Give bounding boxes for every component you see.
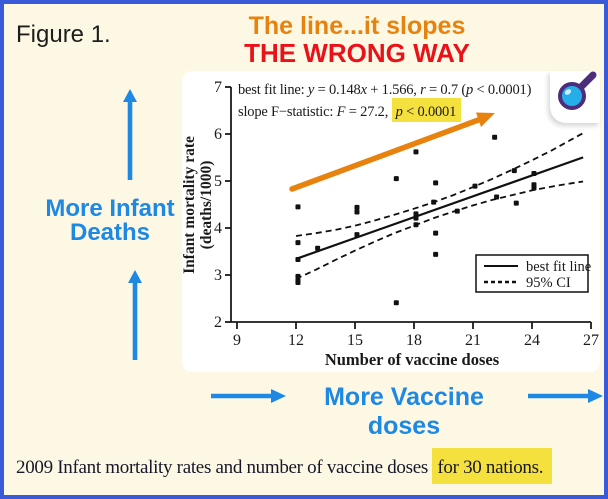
data-point (295, 240, 301, 246)
svg-text:7: 7 (214, 79, 222, 96)
title-line-2: THE WRONG WAY (244, 38, 470, 68)
up-arrow-icon (123, 89, 137, 180)
caption: 2009 Infant mortality rates and number o… (16, 448, 553, 484)
svg-text:2: 2 (214, 314, 222, 331)
data-point (413, 149, 419, 155)
svg-text:12: 12 (288, 332, 304, 349)
data-point (393, 300, 399, 306)
chart-image: 9 12 15 18 21 24 27 2 3 4 5 6 7 best fit line 95% CI Nu… (182, 71, 600, 372)
right-arrow-icon (211, 389, 286, 403)
svg-text:best fit line: best fit line (526, 259, 591, 275)
data-point (531, 170, 537, 176)
data-point (354, 204, 360, 210)
data-point (433, 230, 439, 236)
magnifier-icon (558, 71, 597, 110)
svg-text:95% CI: 95% CI (526, 275, 571, 291)
right-arrow-icon (528, 389, 603, 403)
data-point (413, 215, 419, 221)
data-point (454, 208, 460, 214)
ci-curves (295, 132, 584, 280)
svg-text:24: 24 (524, 332, 540, 349)
stats-highlight: p < 0.0001 (391, 98, 462, 122)
figure-label: Figure 1. (16, 21, 111, 48)
title-line-1: The line...it slopes (248, 12, 466, 40)
stats-line: best fit line: y = 0.148x + 1.566, r = 0… (238, 82, 532, 98)
more-infant-deaths-line2: Deaths (69, 219, 151, 246)
data-point (315, 245, 321, 251)
more-infant-deaths-label: More Infant Deaths (15, 197, 205, 245)
image-zoom-button[interactable] (550, 71, 600, 123)
more-vaccine-doses-label: More Vaccine doses (324, 383, 484, 440)
svg-text:21: 21 (465, 332, 481, 349)
data-point (472, 183, 478, 189)
data-point (295, 256, 301, 262)
stats-line: slope F−statistic: F = 27.2, p < 0.0001 (238, 98, 531, 123)
axes (225, 86, 592, 329)
svg-text:27: 27 (583, 332, 599, 349)
data-point (494, 194, 500, 200)
data-point (413, 211, 419, 217)
tick-labels: 9 12 15 18 21 24 27 2 3 4 5 6 7 (214, 79, 599, 349)
data-point (513, 200, 519, 206)
y-axis-label: Infant mortality rate (182, 136, 198, 274)
up-arrow-icon (128, 270, 142, 360)
svg-text:15: 15 (347, 332, 363, 349)
svg-text:9: 9 (233, 332, 241, 349)
chart-stats-annotation: best fit line: y = 0.148x + 1.566, r = 0… (238, 79, 531, 123)
data-point (295, 280, 301, 286)
data-point (492, 134, 498, 140)
data-point (354, 232, 360, 238)
svg-text:5: 5 (214, 173, 222, 190)
more-infant-deaths-line1: More Infant (45, 195, 175, 222)
data-point (511, 168, 517, 174)
data-point (531, 185, 537, 191)
svg-text:18: 18 (406, 332, 422, 349)
x-axis-label: Number of vaccine doses (325, 350, 500, 369)
y-axis-units: (deaths/1000) (198, 161, 215, 250)
data-point (413, 222, 419, 228)
data-point (393, 176, 399, 182)
svg-text:4: 4 (214, 220, 222, 237)
data-point (295, 204, 301, 210)
data-point (354, 209, 360, 215)
svg-text:6: 6 (214, 126, 222, 143)
svg-text:3: 3 (214, 267, 222, 284)
data-point (433, 251, 439, 257)
caption-highlight: for 30 nations. (432, 448, 553, 484)
data-point (431, 199, 437, 205)
upward-trend-arrow (289, 112, 495, 192)
data-point (295, 273, 301, 279)
data-point (433, 180, 439, 186)
caption-text: 2009 Infant mortality rates and number o… (16, 457, 433, 478)
